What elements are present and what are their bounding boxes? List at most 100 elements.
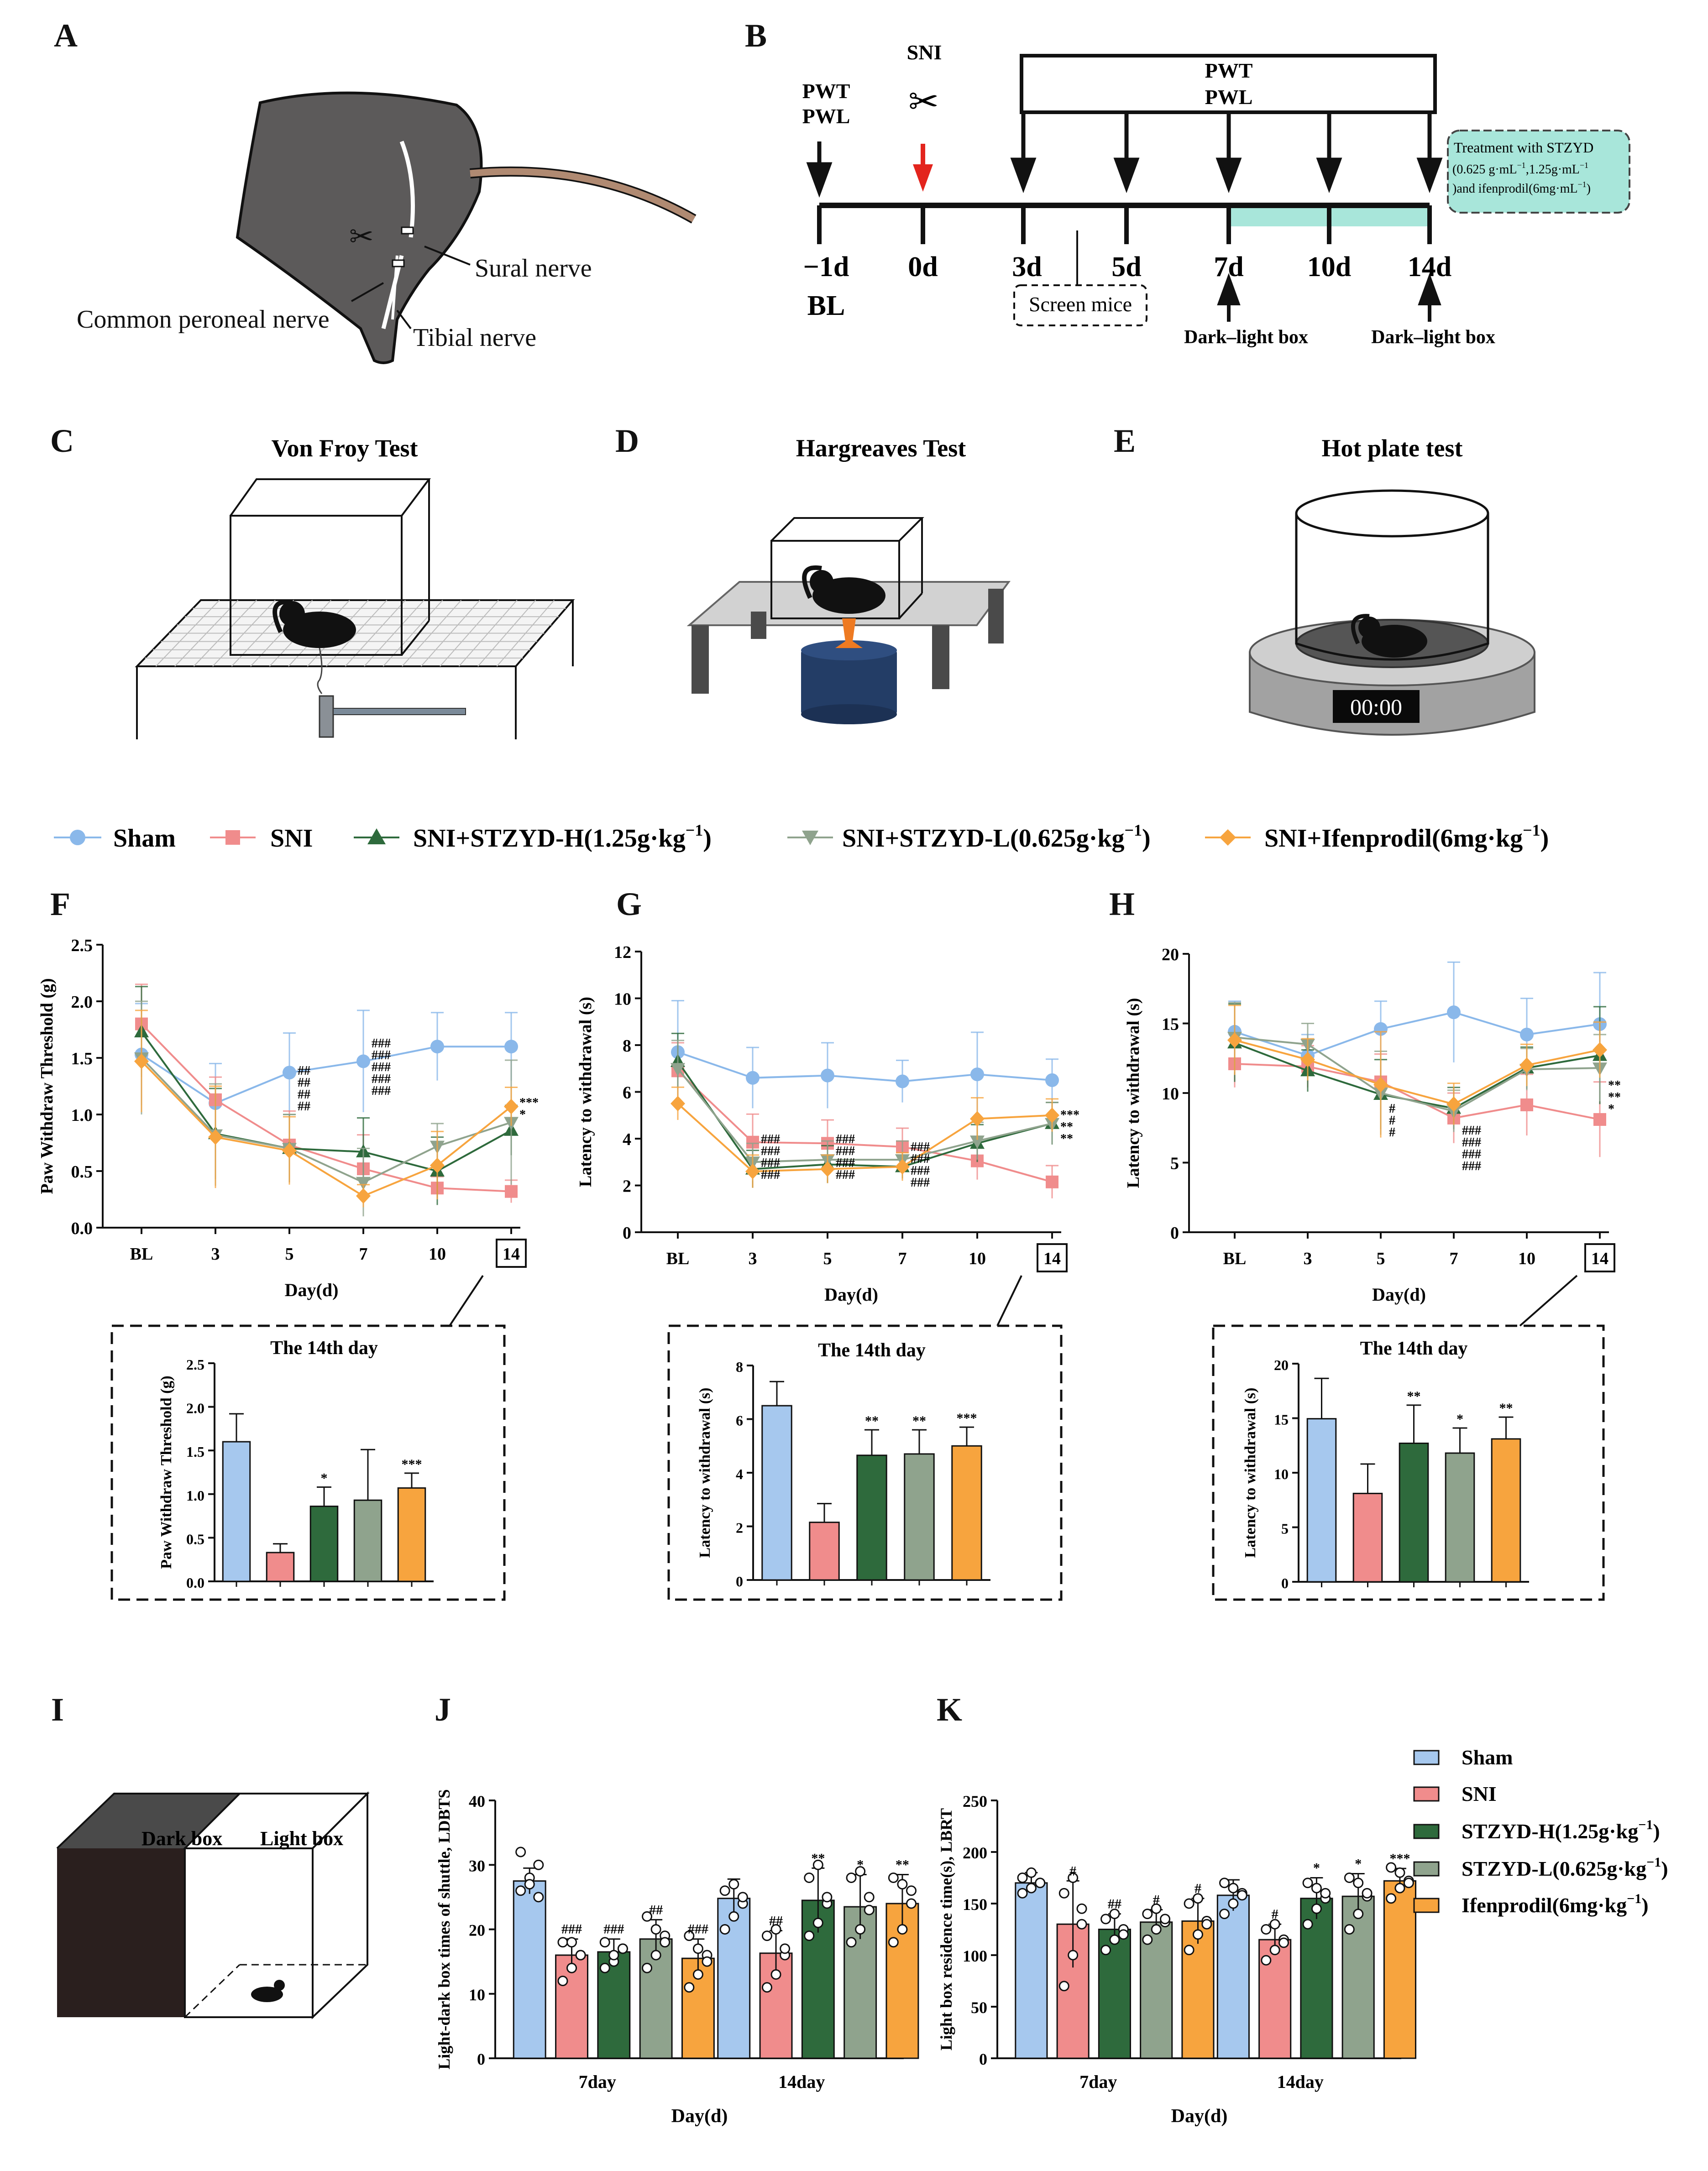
J-sig-label: ##: [649, 1902, 663, 1917]
H14-bar-1: [1352, 1492, 1383, 1583]
treatment-line-3b: −1: [1577, 180, 1586, 189]
F-series-2: [134, 986, 519, 1205]
G-y-tick-label: 2: [623, 1177, 631, 1196]
J-group-label: 14day: [778, 2072, 825, 2092]
F-y-axis-title: Paw Withdraw Threshold (g): [37, 978, 57, 1194]
G-series-line: [677, 1103, 1053, 1172]
F-annotation: ###: [372, 1072, 391, 1086]
legend-k-label-sni: SNI: [1462, 1782, 1497, 1805]
G-annotation: ###: [911, 1140, 930, 1154]
K-sig-label: ##: [1108, 1897, 1121, 1912]
G-y-tick-label: 0: [623, 1224, 631, 1243]
J-bar: [717, 1898, 751, 2059]
F-series-line: [141, 1031, 512, 1172]
K-group-label: 7day: [1079, 2072, 1117, 2092]
G-point: [1045, 1073, 1059, 1087]
F-x-tick-label: 14: [503, 1245, 520, 1264]
K-data-point: [1219, 1878, 1230, 1889]
K-data-point: [1058, 1888, 1069, 1899]
H-point: [1519, 1057, 1534, 1073]
K-data-point: [1142, 1934, 1153, 1945]
K-data-point: [1026, 1867, 1037, 1878]
J-data-point: [804, 1930, 815, 1941]
J-y-axis-title: Light-dark box times of shuttle, LDBTS: [435, 1789, 453, 2069]
K-data-point: [1026, 1883, 1037, 1894]
K-y-tick-label: 150: [963, 1895, 987, 1914]
G14-y-tick-label: 2: [736, 1520, 743, 1536]
H-point: [1593, 1042, 1607, 1058]
K-data-point: [1362, 1888, 1373, 1899]
legend-label-stzyd-l: SNI+STZYD-L(0.625g·kg: [842, 824, 1125, 853]
J-y-tick-label: 30: [469, 1857, 485, 1875]
legend-label-sham: Sham: [113, 824, 176, 853]
G-annotation: ###: [836, 1168, 855, 1182]
G-series-line: [677, 1070, 1053, 1183]
J-data-point: [650, 1950, 661, 1961]
bl-label: BL: [807, 290, 845, 321]
J-data-point: [770, 1969, 781, 1980]
F-x-axis-title: Day(d): [285, 1280, 339, 1300]
chart-k-bar: 0 50 100 150 200 250 Day(d) Light box residence…: [937, 1792, 1417, 2127]
legend-k-label-stzyd-h: STZYD-H(1.25g·kg: [1462, 1820, 1638, 1843]
chart-h-line: 0 5 10 15 20 BL 3 5 7 10 14 Day(d) Latency to withdr…: [1124, 945, 1621, 1305]
J-data-point: [864, 1904, 875, 1915]
F14-sig-label: ***: [402, 1457, 422, 1472]
G-y-tick-label: 10: [614, 990, 631, 1009]
G-annotation: **: [1060, 1132, 1073, 1146]
K-data-point: [1228, 1883, 1239, 1894]
H-annotation: **: [1608, 1090, 1621, 1104]
G-point: [896, 1074, 909, 1088]
panel-label-e: E: [1114, 423, 1136, 459]
H-x-tick-label: 5: [1377, 1249, 1385, 1268]
J-data-point: [761, 1982, 772, 1993]
K-data-point: [1109, 1934, 1120, 1945]
F-point: [430, 1040, 444, 1054]
G-series-4: [671, 1086, 1059, 1188]
legend-k-label-stzyd-l: STZYD-L(0.625g·kg: [1462, 1857, 1646, 1880]
scissors-icon-b: ✂: [908, 82, 939, 122]
G-point: [671, 1063, 685, 1077]
H-point: [1520, 1098, 1533, 1111]
K-x-axis-title: Day(d): [1171, 2106, 1228, 2127]
G-series-line: [677, 1051, 1053, 1083]
H14-bar-3: [1445, 1452, 1475, 1583]
day-label-5: 5d: [1111, 251, 1141, 282]
F14-sig-label: *: [321, 1471, 328, 1486]
H-point: [1300, 1051, 1315, 1067]
panel-label-a: A: [54, 17, 78, 54]
G-series-0: [671, 1000, 1059, 1117]
legend-item-ifenprodil: SNI+Ifenprodil(6mg·kg−1): [1205, 821, 1549, 853]
treatment-line-3a: )and ifenprodil(6mg·mL: [1452, 182, 1577, 196]
G-annotation: ###: [836, 1144, 855, 1158]
F-point: [504, 1099, 519, 1114]
zoom-boxes: [110, 1324, 1605, 1601]
F-annotation: ###: [372, 1048, 391, 1062]
H14-y-tick-label: 5: [1281, 1521, 1289, 1537]
K-data-point: [1236, 1890, 1247, 1901]
legend-label-ifenprodil: SNI+Ifenprodil(6mg·kg: [1264, 824, 1523, 853]
legend-k-close-ifenprodil: ): [1641, 1894, 1648, 1917]
F14-y-tick-label: 1.5: [186, 1444, 204, 1460]
K-group-label: 14day: [1277, 2072, 1324, 2092]
panel-label-k: K: [937, 1691, 962, 1728]
K-data-point: [1017, 1873, 1028, 1883]
H-series-line: [1234, 1036, 1600, 1112]
G-annotation: ###: [761, 1144, 780, 1158]
chart-g-line: 0 2 4 6 8 10 12 BL 3 5 7 10 14 Day(d) Latency to withd…: [576, 943, 1079, 1305]
H-x-tick-label: 10: [1518, 1249, 1535, 1268]
G-annotation: ###: [836, 1156, 855, 1170]
legend-top: Sham SNI SNI+STZYD-H(1.25g·kg−1) SNI+STZ…: [54, 821, 1549, 853]
J-y-tick-label: 40: [469, 1792, 485, 1810]
H14-title: The 14th day: [1360, 1338, 1468, 1359]
pwt-top-label: PWT: [1205, 59, 1253, 82]
J-data-point: [897, 1924, 908, 1935]
K-data-point: [1394, 1867, 1405, 1878]
K-data-point: [1100, 1914, 1111, 1925]
K-data-point: [1261, 1924, 1272, 1935]
K-data-point: [1228, 1898, 1239, 1909]
F-annotation: ###: [372, 1036, 391, 1051]
svg-text:SNI+Ifenprodil(6mg·kg−1): SNI+Ifenprodil(6mg·kg−1): [1264, 821, 1549, 853]
F14-y-tick-label: 2.0: [186, 1400, 204, 1417]
F14-y-axis-title: Paw Withdraw Threshold (g): [158, 1376, 175, 1569]
K-data-point: [1311, 1883, 1322, 1894]
